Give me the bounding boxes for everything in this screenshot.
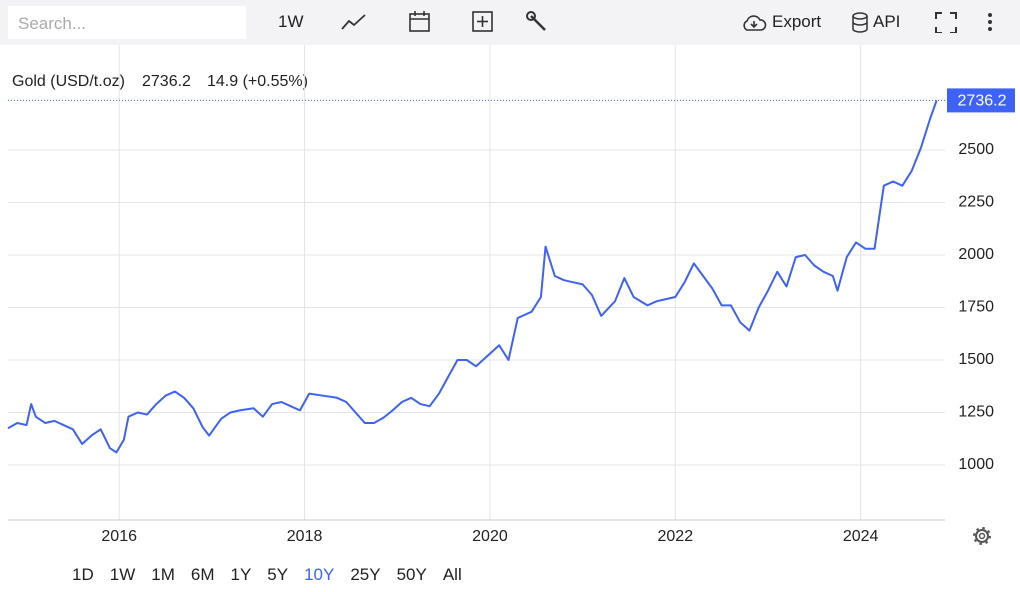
last-price-badge (947, 88, 1015, 113)
y-tick-label: 1250 (958, 404, 994, 421)
api-button[interactable]: API (873, 12, 901, 31)
chart-type-icon[interactable] (340, 12, 368, 32)
price-change: 14.9 (+0.55%) (207, 73, 308, 90)
range-button[interactable]: 5Y (267, 565, 289, 584)
range-button[interactable]: 1W (109, 565, 136, 584)
y-tick-label: 2500 (958, 141, 994, 158)
compare-icon[interactable] (471, 10, 495, 34)
chart: Gold (USD/t.oz) 2736.2 14.9 (+0.55%) 100… (7, 45, 1015, 545)
range-button[interactable]: 1Y (230, 565, 252, 584)
calendar-icon[interactable] (408, 10, 432, 34)
x-tick-label: 2024 (843, 528, 879, 545)
range-button[interactable]: 6M (190, 565, 215, 584)
range-button[interactable]: 50Y (396, 565, 427, 584)
toolbar: Search... 1W Export API (0, 0, 1020, 45)
gear-icon[interactable] (973, 527, 991, 545)
export-icon[interactable] (740, 12, 768, 34)
y-tick-label: 2250 (958, 194, 994, 211)
y-tick-label: 1500 (958, 351, 994, 368)
series-name: Gold (USD/t.oz) (12, 73, 125, 90)
x-tick-label: 2016 (101, 528, 137, 545)
range-button[interactable]: 25Y (350, 565, 381, 584)
last-price: 2736.2 (142, 73, 191, 90)
search-box[interactable]: Search... (8, 6, 246, 39)
x-tick-label: 2020 (472, 528, 508, 545)
x-tick-label: 2022 (658, 528, 694, 545)
export-button[interactable]: Export (772, 12, 822, 31)
y-tick-label: 1000 (958, 456, 994, 473)
x-tick-label: 2018 (287, 528, 323, 545)
range-button[interactable]: All (442, 565, 462, 584)
interval-button[interactable]: 1W (278, 12, 304, 31)
y-tick-label: 2000 (958, 246, 994, 263)
fullscreen-icon[interactable] (934, 11, 958, 33)
range-button[interactable]: 1M (151, 565, 175, 584)
settings-wrench-icon[interactable] (525, 10, 549, 34)
price-line (7, 100, 938, 454)
range-button[interactable]: 1D (72, 565, 94, 584)
y-tick-label: 1750 (958, 299, 994, 316)
range-button[interactable]: 10Y (304, 565, 335, 584)
api-icon[interactable] (851, 12, 869, 34)
range-selector: 1D 1W 1M 6M 1Y 5Y 10Y 25Y 50Y All (64, 560, 470, 590)
last-price-label: 2736.2 (958, 93, 1007, 110)
more-icon[interactable] (985, 11, 995, 33)
